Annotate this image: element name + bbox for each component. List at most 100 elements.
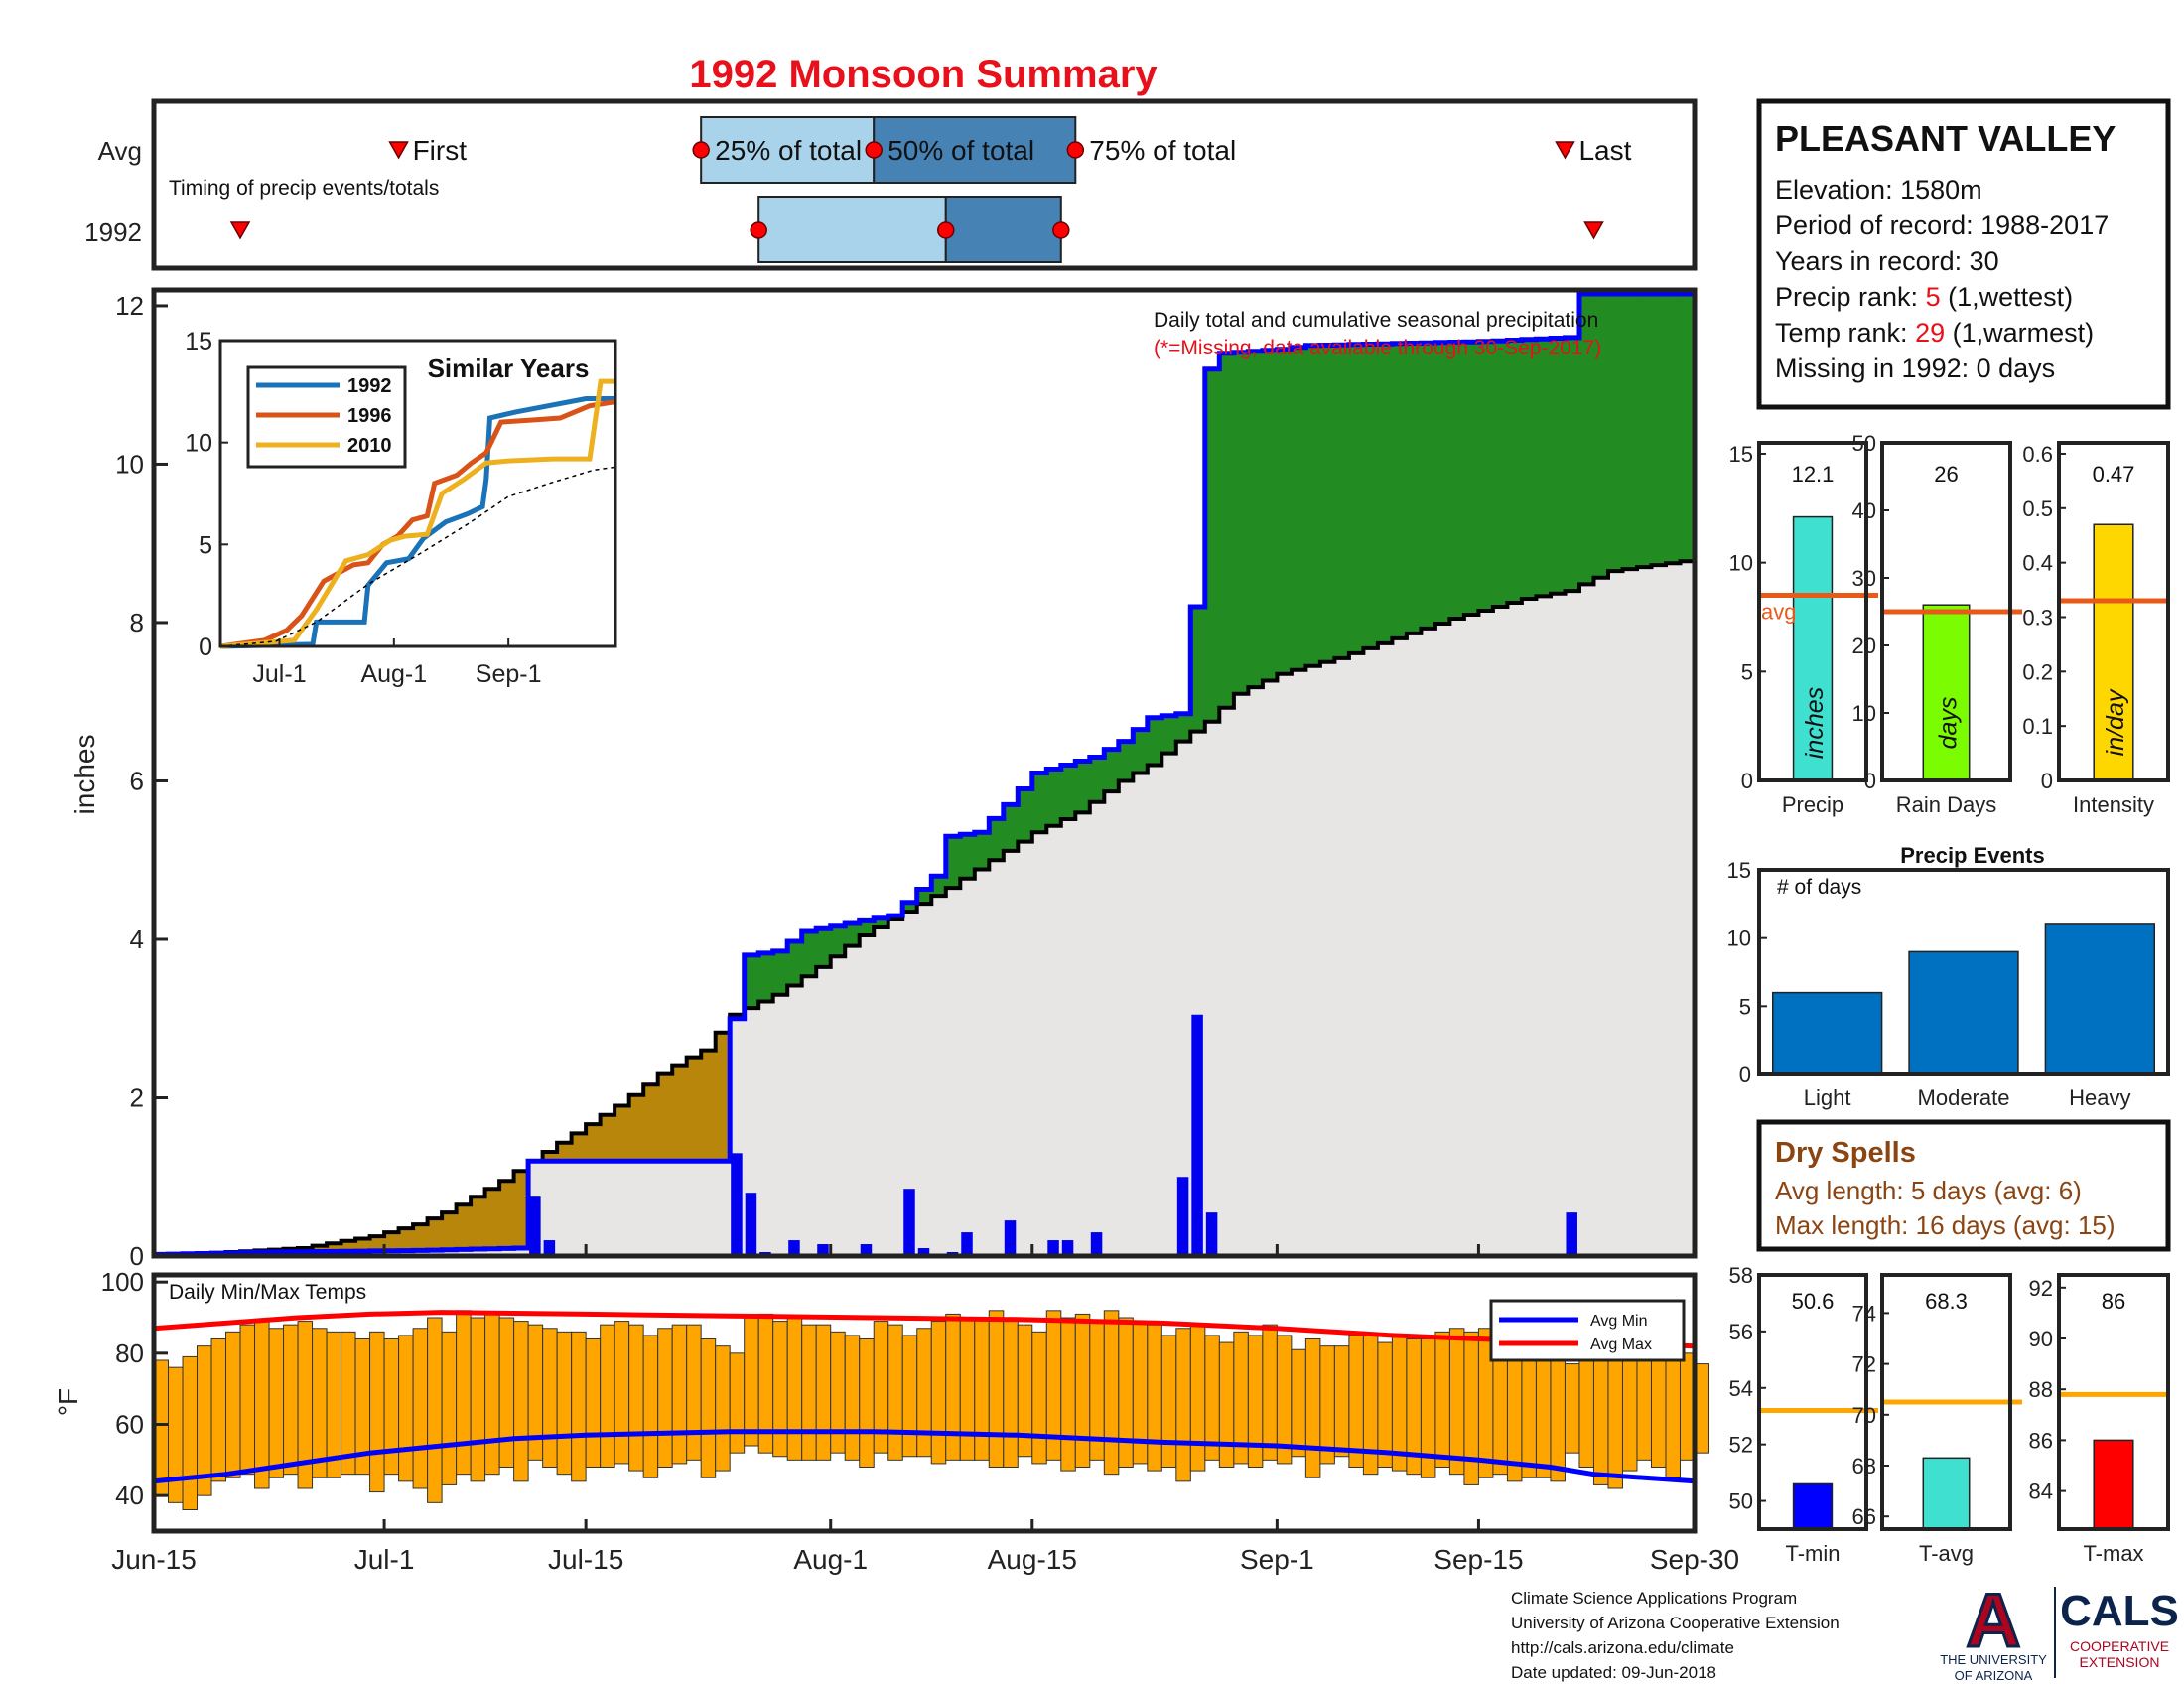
daily-temp-range-bar [498, 1317, 515, 1468]
above-average-fill [916, 889, 932, 905]
footer: Climate Science Applications Program Uni… [1511, 1578, 2179, 1684]
daily-temp-range-bar [1434, 1331, 1450, 1469]
similar-years-legend: 1992 1996 2010 [246, 365, 407, 469]
above-average-fill [1377, 344, 1393, 643]
seasonal-y-tick-label: 50 [1852, 431, 1876, 456]
inset-x-tick-label: Jul-1 [252, 660, 306, 688]
timing-row-label-avg: Avg [98, 136, 142, 166]
timing-year-quantile-marker [1052, 221, 1070, 239]
daily-temp-range-bar [1448, 1328, 1465, 1476]
above-average-fill [1449, 342, 1465, 619]
inset-y-tick-label: 15 [185, 328, 212, 355]
timing-avg-event-marker [388, 141, 409, 160]
seasonal-temp-y-tick-label: 50 [1729, 1489, 1753, 1514]
seasonal-y-tick-label: 20 [1852, 633, 1876, 658]
seasonal-t-avg-bar [1922, 1457, 1971, 1530]
seasonal-temp-y-tick-label: 90 [2029, 1327, 2053, 1351]
above-average-fill [1104, 749, 1120, 792]
daily-precip-bar [1004, 1220, 1017, 1256]
similar-years-inset: 0 5 10 15 Jul-1 Aug-1 Sep-1 Similar Years 1992… [185, 328, 617, 688]
daily-temp-range-bar [369, 1331, 385, 1493]
daily-temp-range-bar [456, 1310, 472, 1476]
date-x-tick-label: Sep-1 [1240, 1544, 1314, 1575]
daily-temp-range-bar [815, 1324, 832, 1461]
station-name: PLEASANT VALLEY [1775, 118, 2116, 159]
above-average-fill [1578, 293, 1594, 585]
daily-temp-range-bar [585, 1338, 602, 1468]
station-temp-rank: Temp rank: 29 (1,warmest) [1775, 318, 2094, 348]
daily-temp-range-bar [974, 1317, 990, 1461]
timing-year-q50-q75-box [944, 196, 1062, 263]
daily-temp-range-bar [398, 1335, 414, 1482]
seasonal-y-tick-label: 0.1 [2022, 714, 2053, 739]
below-average-fill [427, 1218, 443, 1251]
daily-temp-range-bar [1578, 1359, 1594, 1468]
daily-temp-range-bar [513, 1321, 529, 1482]
daily-precip-bar [745, 1193, 757, 1256]
precip-event-label: Moderate [1918, 1085, 2010, 1110]
above-average-fill [1536, 339, 1552, 597]
seasonal-unit-label: in/day [2102, 688, 2129, 756]
daily-temp-range-bar [1550, 1341, 1566, 1482]
above-average-fill [1348, 344, 1364, 653]
above-average-fill [1060, 765, 1076, 820]
below-average-fill [484, 1189, 500, 1249]
above-average-fill [1305, 345, 1321, 666]
temp-legend: Avg Min Avg Max [1489, 1299, 1686, 1362]
daily-temp-range-bar [197, 1345, 212, 1496]
seasonal-intensity-bar [2093, 523, 2134, 781]
daily-temp-range-bar [239, 1324, 256, 1476]
avg-cumulative-area [154, 559, 1695, 1256]
daily-precip-bar [543, 1240, 556, 1256]
daily-temp-range-bar [930, 1321, 947, 1465]
daily-temp-range-bar [671, 1324, 688, 1465]
precip-event-bar-moderate [1908, 950, 2019, 1075]
above-average-fill [1031, 773, 1047, 833]
below-average-fill [499, 1181, 515, 1249]
daily-temp-range-bar [686, 1324, 702, 1461]
daily-precip-bar [961, 1232, 973, 1256]
ua-logo-line1: THE UNIVERSITY [1940, 1652, 2047, 1667]
station-missing: Missing in 1992: 0 days [1775, 353, 2055, 383]
above-average-fill [801, 931, 817, 977]
daily-temp-range-bar [1564, 1363, 1580, 1454]
timing-avg-event-marker [1555, 141, 1575, 160]
above-average-fill [974, 832, 990, 870]
daily-temp-range-bar [225, 1331, 241, 1478]
daily-precip-bar [1061, 1240, 1074, 1256]
events-y-tick-label: 5 [1739, 994, 1751, 1019]
footer-line1: Climate Science Applications Program [1511, 1589, 1797, 1608]
seasonal-y-tick-label: 40 [1852, 498, 1876, 523]
chart-title: 1992 Monsoon Summary [689, 53, 1158, 96]
daily-temp-range-bar [1377, 1341, 1393, 1469]
inset-legend-label-1992: 1992 [347, 375, 392, 397]
below-average-fill [672, 1065, 688, 1162]
seasonal-temp-y-tick-label: 84 [2029, 1479, 2053, 1504]
daily-temp-range-bar [600, 1324, 615, 1468]
inset-x-tick-label: Sep-1 [476, 660, 542, 688]
date-x-tick-label: Sep-15 [1433, 1544, 1523, 1575]
daily-temp-range-bar [700, 1338, 717, 1478]
similar-years-line-average [219, 466, 616, 647]
seasonal-temp-panel-label: T-avg [1919, 1541, 1974, 1566]
daily-temp-range-bar [887, 1324, 903, 1461]
seasonal-y-tick-label: 0.5 [2022, 496, 2053, 521]
seasonal-temp-panel-label: T-max [2083, 1541, 2143, 1566]
dry-spells-avg: Avg length: 5 days (avg: 6) [1775, 1176, 2082, 1205]
daily-temp-range-bar [1060, 1317, 1076, 1472]
timing-avg-q25-q50-box [700, 116, 876, 184]
seasonal-avg-label: avg [1761, 600, 1796, 625]
seasonal-precip-bar [1792, 515, 1834, 781]
above-average-fill [787, 940, 803, 986]
daily-temp-range-bar [859, 1338, 875, 1468]
above-average-fill [758, 952, 774, 1002]
similar-years-line-1992 [219, 396, 615, 649]
below-average-fill [341, 1240, 356, 1252]
below-average-fill [355, 1238, 371, 1252]
daily-temp-range-bar [1262, 1324, 1278, 1461]
timing-year-q25-q50-box [757, 196, 947, 263]
above-average-fill [744, 954, 759, 1009]
seasonal-temp-value-label: 68.3 [1925, 1289, 1968, 1314]
daily-temp-range-bar [1291, 1348, 1306, 1458]
